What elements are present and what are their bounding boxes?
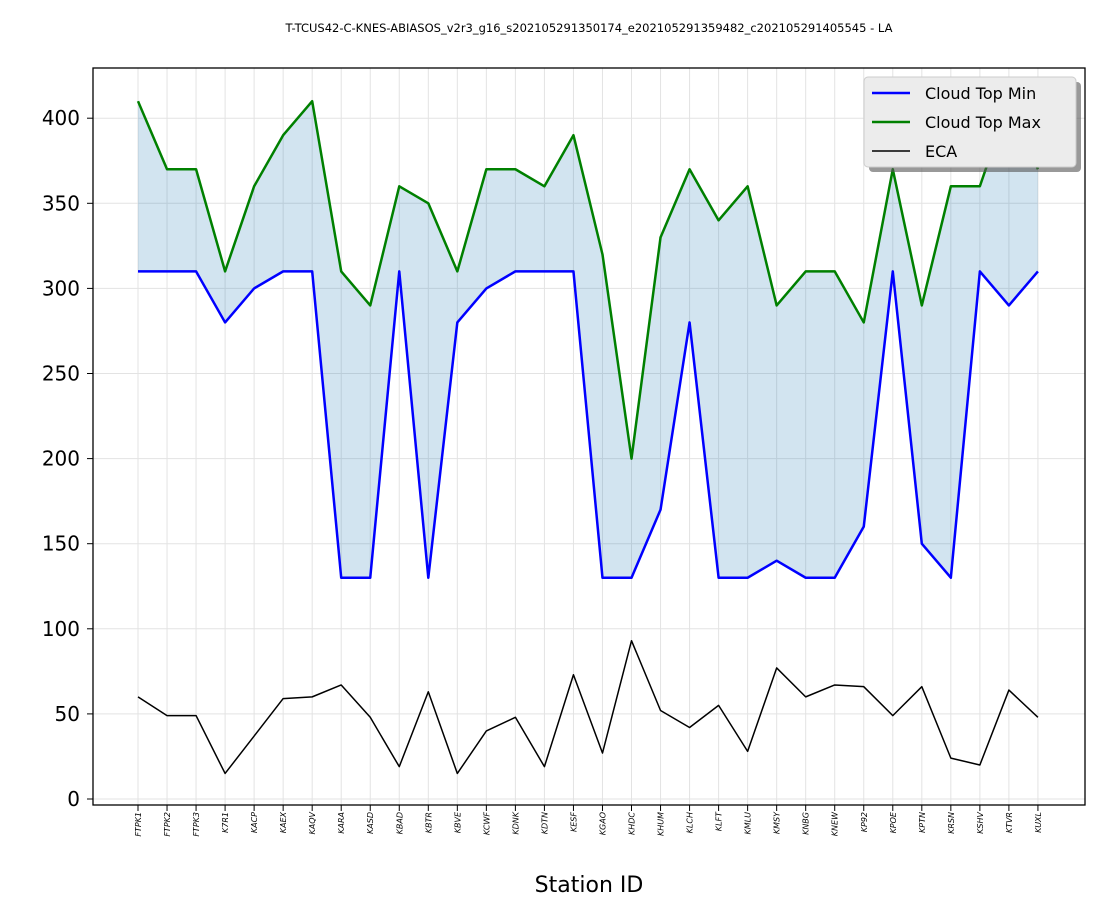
y-tick-label: 150 bbox=[42, 532, 80, 556]
x-tick-label: KLFT bbox=[715, 811, 724, 831]
x-axis-label: Station ID bbox=[535, 873, 644, 898]
x-tick-label: KASD bbox=[366, 812, 375, 834]
x-tick-label: KHUM bbox=[657, 812, 666, 836]
x-tick-label: KSHV bbox=[976, 811, 985, 833]
cloud-top-max-line bbox=[136, 99, 1040, 460]
x-tick-label: KARA bbox=[337, 812, 346, 834]
x-tick-label: KACP bbox=[250, 812, 259, 833]
x-tick-label: KBVE bbox=[453, 811, 462, 833]
series-layer bbox=[136, 99, 1040, 775]
x-tick-label: KBAD bbox=[395, 812, 404, 834]
y-tick-label: 50 bbox=[55, 702, 80, 726]
legend-entries: Cloud Top Min Cloud Top Max ECA bbox=[872, 84, 1041, 161]
x-tick-label: KTVR bbox=[1005, 812, 1014, 833]
cloud-top-min-line bbox=[138, 270, 1039, 579]
x-tick-label: FTPK1 bbox=[134, 812, 143, 837]
x-tick-label: KDNK bbox=[511, 811, 520, 834]
chart-title: T-TCUS42-C-KNES-ABIASOS_v2r3_g16_s202105… bbox=[285, 21, 893, 35]
y-tick-label: 100 bbox=[42, 617, 80, 641]
x-tick-label: KCWF bbox=[482, 812, 491, 836]
fill-between-area bbox=[138, 101, 1038, 578]
legend-label-cloud-top-min: Cloud Top Min bbox=[925, 84, 1036, 103]
x-tick-label: K7R1 bbox=[221, 812, 230, 833]
x-tick-label: KGAO bbox=[598, 812, 607, 835]
fill-area-layer bbox=[138, 101, 1038, 578]
y-axis: 0 50 100 150 200 250 300 350 400 bbox=[42, 106, 93, 811]
y-tick-label: 200 bbox=[42, 447, 80, 471]
x-tick-label: KPTN bbox=[918, 812, 927, 833]
x-tick-label: KNBG bbox=[802, 812, 811, 835]
y-tick-label: 350 bbox=[42, 191, 80, 215]
x-tick-label: FTPK3 bbox=[192, 812, 201, 837]
y-tick-label: 400 bbox=[42, 106, 80, 130]
x-tick-label: KPOE bbox=[889, 811, 898, 833]
legend: Cloud Top Min Cloud Top Max ECA bbox=[863, 76, 1081, 172]
x-tick-label: KDTN bbox=[540, 812, 549, 834]
x-tick-label: KUXL bbox=[1034, 812, 1043, 833]
x-tick-label: KESF bbox=[569, 812, 578, 832]
grid-lines bbox=[93, 68, 1085, 805]
legend-label-eca: ECA bbox=[925, 142, 957, 161]
x-tick-label: FTPK2 bbox=[163, 812, 172, 837]
x-tick-label: KAQV bbox=[308, 811, 317, 834]
legend-box bbox=[863, 76, 1077, 168]
x-tick-label: KLCH bbox=[686, 812, 695, 833]
x-tick-label: KAEX bbox=[279, 811, 288, 833]
x-axis: FTPK1 FTPK2 FTPK3 K7R1 KACP KAEX KAQV KARA KASD K… bbox=[134, 805, 1043, 837]
eca-line bbox=[137, 639, 1039, 775]
plot-frame bbox=[92, 67, 1086, 806]
x-tick-label: KNEW bbox=[831, 811, 840, 836]
legend-label-cloud-top-max: Cloud Top Max bbox=[925, 113, 1041, 132]
x-tick-label: KMSY bbox=[773, 811, 782, 834]
y-tick-label: 0 bbox=[67, 787, 80, 811]
x-tick-label: KMLU bbox=[744, 812, 753, 835]
y-tick-label: 250 bbox=[42, 362, 80, 386]
x-tick-label: KBTR bbox=[424, 812, 433, 833]
x-tick-label: KRSN bbox=[947, 812, 956, 834]
x-tick-label: KP92 bbox=[860, 812, 869, 832]
y-tick-label: 300 bbox=[42, 276, 80, 300]
x-tick-label: KHDC bbox=[628, 812, 637, 835]
